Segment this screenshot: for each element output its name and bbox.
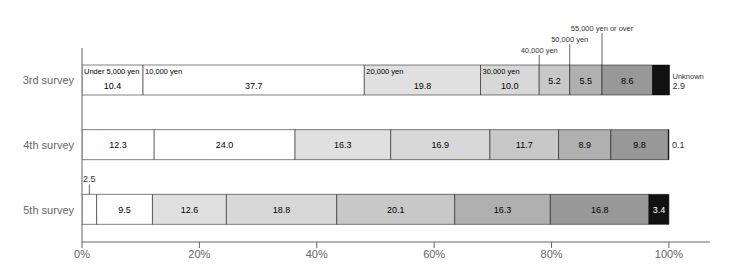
svg-text:5.5: 5.5: [580, 76, 593, 86]
svg-text:20.1: 20.1: [387, 205, 405, 215]
svg-text:2.5: 2.5: [83, 174, 96, 184]
svg-text:10,000 yen: 10,000 yen: [145, 67, 182, 76]
svg-text:18.8: 18.8: [273, 205, 291, 215]
svg-text:24.0: 24.0: [216, 140, 234, 150]
svg-text:12.3: 12.3: [109, 140, 127, 150]
svg-text:11.7: 11.7: [516, 140, 533, 150]
svg-text:9.8: 9.8: [633, 140, 646, 150]
svg-text:16.3: 16.3: [334, 140, 352, 150]
svg-text:9.5: 9.5: [118, 205, 131, 215]
svg-text:40,000 yen: 40,000 yen: [521, 46, 558, 55]
svg-text:5.2: 5.2: [548, 76, 561, 86]
svg-text:20%: 20%: [188, 248, 210, 260]
svg-text:37.7: 37.7: [245, 81, 263, 91]
svg-text:20,000 yen: 20,000 yen: [366, 67, 403, 76]
svg-text:16.8: 16.8: [591, 205, 609, 215]
svg-text:0.1: 0.1: [672, 140, 685, 150]
svg-text:Under 5,000 yen: Under 5,000 yen: [84, 67, 139, 76]
svg-text:8.6: 8.6: [621, 76, 634, 86]
svg-text:50,000 yen: 50,000 yen: [551, 35, 588, 44]
svg-text:16.3: 16.3: [494, 205, 512, 215]
svg-text:30,000 yen: 30,000 yen: [483, 67, 520, 76]
svg-text:60%: 60%: [423, 248, 445, 260]
svg-text:12.6: 12.6: [181, 205, 199, 215]
svg-text:19.8: 19.8: [414, 81, 432, 91]
svg-text:4th survey: 4th survey: [23, 139, 74, 151]
svg-text:10.4: 10.4: [104, 81, 122, 91]
svg-text:80%: 80%: [541, 248, 563, 260]
svg-text:55,000 yen or over: 55,000 yen or over: [571, 24, 634, 33]
svg-text:5th survey: 5th survey: [23, 204, 74, 216]
svg-text:8.9: 8.9: [578, 140, 591, 150]
svg-text:3rd survey: 3rd survey: [23, 74, 75, 86]
svg-text:40%: 40%: [306, 248, 328, 260]
svg-text:100%: 100%: [655, 248, 683, 260]
svg-text:16.9: 16.9: [432, 140, 450, 150]
svg-text:2.9: 2.9: [673, 81, 686, 91]
svg-text:3.4: 3.4: [653, 205, 666, 215]
svg-text:Unknown: Unknown: [673, 72, 704, 81]
svg-text:0%: 0%: [74, 248, 90, 260]
svg-text:10.0: 10.0: [501, 81, 519, 91]
